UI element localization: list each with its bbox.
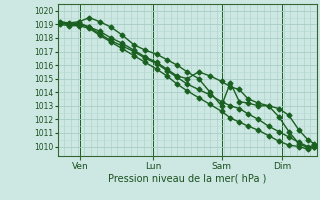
X-axis label: Pression niveau de la mer( hPa ): Pression niveau de la mer( hPa ) [108,173,266,183]
